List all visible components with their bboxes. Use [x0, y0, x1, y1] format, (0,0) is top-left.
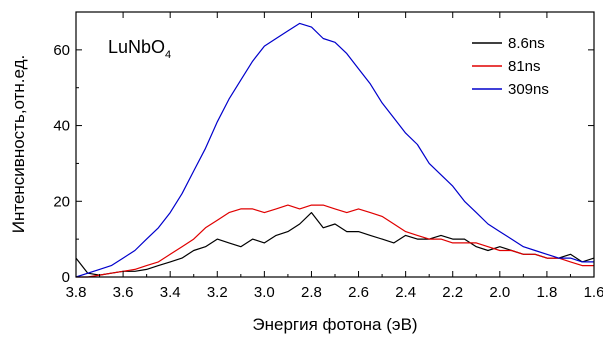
- x-tick-label: 2.2: [442, 284, 463, 301]
- x-tick-label: 3.6: [113, 284, 134, 301]
- plot-area: 3.8 3.6 3.4 3.2 3.0 2.8 2.6 2.4 2.2 2.0 1.8 1.6 0 20…: [53, 11, 603, 301]
- legend-label-81ns: 81ns: [508, 58, 541, 75]
- x-tick-label: 3.8: [66, 284, 87, 301]
- series-layer: [75, 22, 595, 278]
- series-line-309ns: [75, 22, 594, 278]
- x-axis-label: Энергия фотона (эВ): [252, 315, 417, 334]
- x-tick-label: 1.6: [584, 284, 603, 301]
- series-line-81ns: [76, 204, 594, 278]
- series-line-8.6ns: [75, 212, 595, 276]
- x-tick-label: 2.6: [348, 284, 369, 301]
- x-tick-label: 3.0: [254, 284, 275, 301]
- x-tick-label: 3.2: [207, 284, 228, 301]
- y-tick-label: 60: [53, 42, 70, 59]
- x-tick-label: 2.4: [395, 284, 416, 301]
- y-tick-label: 0: [62, 269, 70, 286]
- x-tick-label: 3.4: [160, 284, 181, 301]
- compound-subscript: 4: [165, 49, 171, 61]
- y-axis-ticks: 0 20 40 60: [53, 42, 594, 286]
- x-axis-ticks: 3.8 3.6 3.4 3.2 3.0 2.8 2.6 2.4 2.2 2.0 1.8 1.6: [66, 12, 603, 301]
- y-axis-label: Интенсивность,отн.ед.: [9, 55, 28, 233]
- legend-label-309ns: 309ns: [508, 81, 549, 98]
- compound-formula: LuNbO: [108, 37, 165, 57]
- x-tick-label: 2.8: [301, 284, 322, 301]
- y-tick-label: 20: [53, 193, 70, 210]
- legend-label-8.6ns: 8.6ns: [508, 35, 545, 52]
- x-tick-label: 2.0: [489, 284, 510, 301]
- legend: 8.6ns 81ns 309ns: [472, 35, 549, 98]
- compound-annotation: LuNbO4: [108, 37, 171, 61]
- y-tick-label: 40: [53, 118, 70, 135]
- x-tick-label: 1.8: [536, 284, 557, 301]
